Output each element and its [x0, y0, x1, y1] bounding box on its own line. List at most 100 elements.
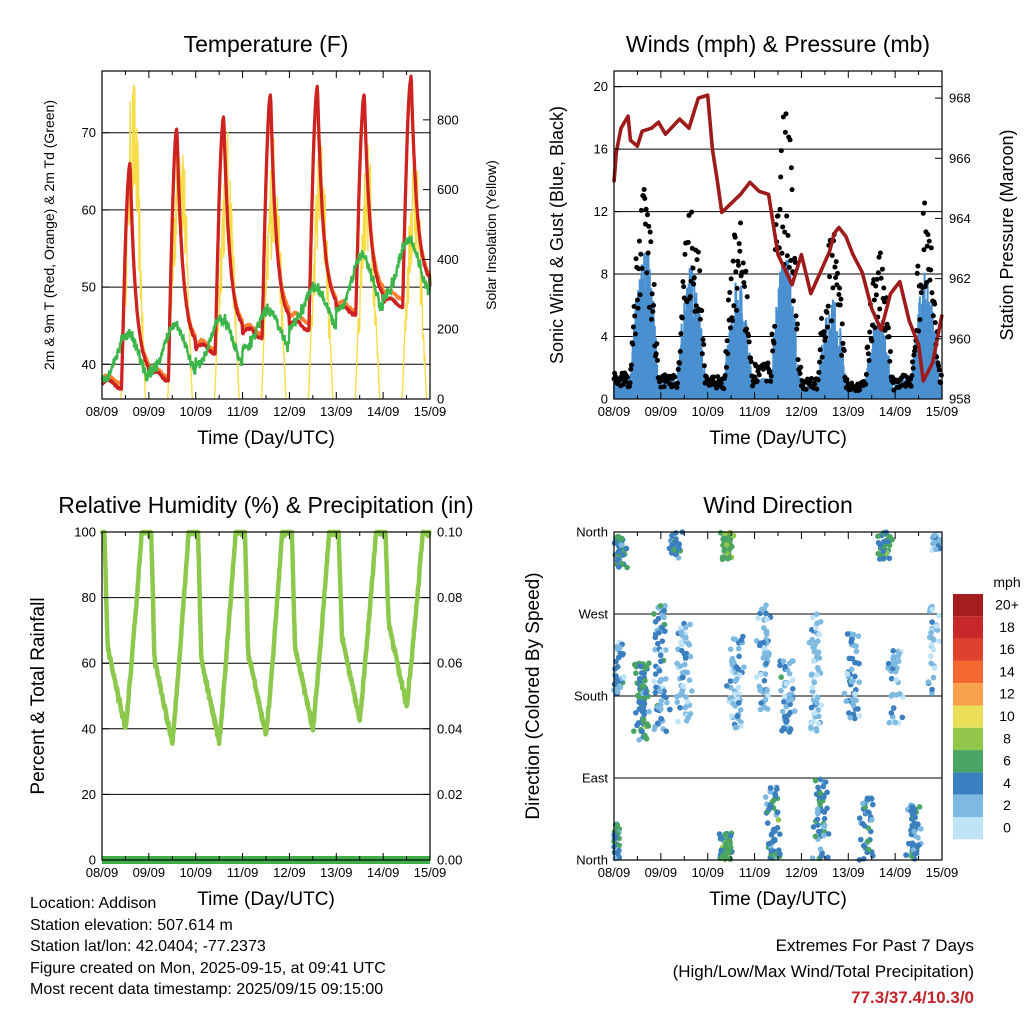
direction-point — [658, 698, 664, 704]
direction-point — [756, 642, 763, 649]
direction-point — [612, 855, 618, 862]
gust-point — [875, 270, 881, 276]
gust-point — [816, 369, 822, 375]
gust-point — [636, 238, 642, 244]
gust-point — [790, 298, 796, 304]
direction-point — [912, 806, 918, 813]
direction-point — [843, 698, 850, 704]
gust-point — [738, 220, 744, 226]
gust-point — [691, 275, 697, 281]
direction-point — [641, 670, 647, 677]
gust-point — [627, 380, 633, 386]
direction-point — [738, 637, 745, 643]
x-tick-label: 15/09 — [926, 404, 959, 419]
direction-point — [777, 831, 783, 837]
gust-point — [756, 372, 762, 378]
direction-point — [616, 842, 622, 849]
gust-point — [920, 210, 926, 216]
direction-point — [642, 665, 648, 672]
direction-point — [763, 628, 770, 635]
direction-point — [888, 710, 895, 716]
legend-label: 10 — [999, 708, 1015, 724]
direction-point — [821, 832, 827, 839]
gust-point — [873, 283, 879, 289]
gust-point — [839, 352, 845, 358]
gust-point — [914, 270, 920, 276]
legend-label: 14 — [999, 663, 1015, 679]
gust-point — [787, 137, 793, 143]
panel-4: Wind Direction 08/09 09/09 10/09 11/09 12/09 1… — [523, 492, 958, 910]
legend-swatch — [953, 594, 983, 617]
direction-point — [736, 645, 742, 652]
gust-point — [936, 367, 942, 373]
direction-point — [780, 725, 787, 731]
direction-point — [825, 854, 831, 861]
panel-2: Winds (mph) & Pressure (mb) 08/09 09/09 10/… — [547, 31, 1017, 449]
gust-point — [863, 371, 869, 377]
gust-point — [778, 174, 784, 180]
direction-point — [893, 692, 900, 698]
gust-point — [754, 378, 760, 384]
y-tick-label: 60 — [82, 656, 96, 671]
panel-title: Temperature (F) — [184, 31, 349, 57]
station-latlon: Station lat/lon: 42.0404; -77.2373 — [30, 938, 266, 955]
gust-point — [746, 333, 752, 339]
legend-label: 6 — [1003, 753, 1011, 769]
direction-point — [657, 603, 664, 609]
gust-point — [794, 326, 800, 332]
gust-point — [711, 374, 717, 380]
direction-point — [719, 852, 726, 859]
plot-area — [100, 74, 432, 400]
y-tick-label: 20 — [594, 79, 608, 94]
y-tick-label: North — [576, 525, 608, 540]
y2-tick-label: 0.00 — [437, 853, 462, 868]
direction-point — [768, 848, 775, 854]
gust-point — [767, 368, 773, 374]
direction-point — [636, 699, 642, 705]
direction-point — [640, 699, 646, 705]
direction-point — [689, 688, 695, 694]
direction-point — [658, 716, 665, 722]
wind-series — [613, 252, 943, 399]
gust-point — [915, 263, 921, 269]
speed-legend: mph 20+ 18 16 14 12 10 8 6 4 2 0 — [953, 574, 1021, 840]
direction-point — [772, 836, 778, 843]
y-axis-label: Percent & Total Rainfall — [28, 597, 49, 794]
direction-point — [767, 804, 774, 810]
direction-point — [817, 799, 823, 805]
gust-point — [727, 290, 733, 296]
gust-point — [748, 359, 754, 365]
direction-point — [718, 847, 724, 854]
direction-point — [722, 831, 729, 838]
y-axis-label: Sonic Wind & Gust (Blue, Black) — [547, 106, 567, 364]
y2-axis-label: Solar Insolation (Yellow) — [483, 160, 499, 310]
direction-point — [683, 694, 689, 700]
direction-point — [657, 688, 664, 695]
gust-point — [628, 362, 634, 368]
gust-point — [840, 340, 846, 346]
gust-point — [793, 313, 799, 319]
direction-point — [631, 728, 637, 734]
direction-point — [790, 658, 796, 664]
gust-point — [628, 366, 634, 372]
direction-point — [809, 684, 816, 691]
x-tick-label: 14/09 — [367, 865, 400, 880]
gust-point — [936, 363, 942, 369]
direction-point — [685, 640, 691, 646]
direction-point — [765, 840, 772, 847]
gust-point — [788, 258, 794, 264]
direction-points — [611, 529, 943, 863]
direction-point — [812, 624, 819, 631]
direction-point — [758, 606, 765, 613]
direction-point — [758, 700, 764, 706]
recent-data-timestamp: Most recent data timestamp: 2025/09/15 0… — [30, 981, 384, 998]
direction-point — [786, 670, 793, 677]
gust-point — [812, 381, 818, 387]
gust-point — [630, 341, 636, 347]
direction-point — [719, 556, 726, 563]
gust-point — [715, 374, 721, 380]
gust-point — [650, 302, 656, 308]
direction-point — [642, 677, 648, 684]
direction-point — [727, 856, 734, 862]
gust-point — [869, 338, 875, 344]
